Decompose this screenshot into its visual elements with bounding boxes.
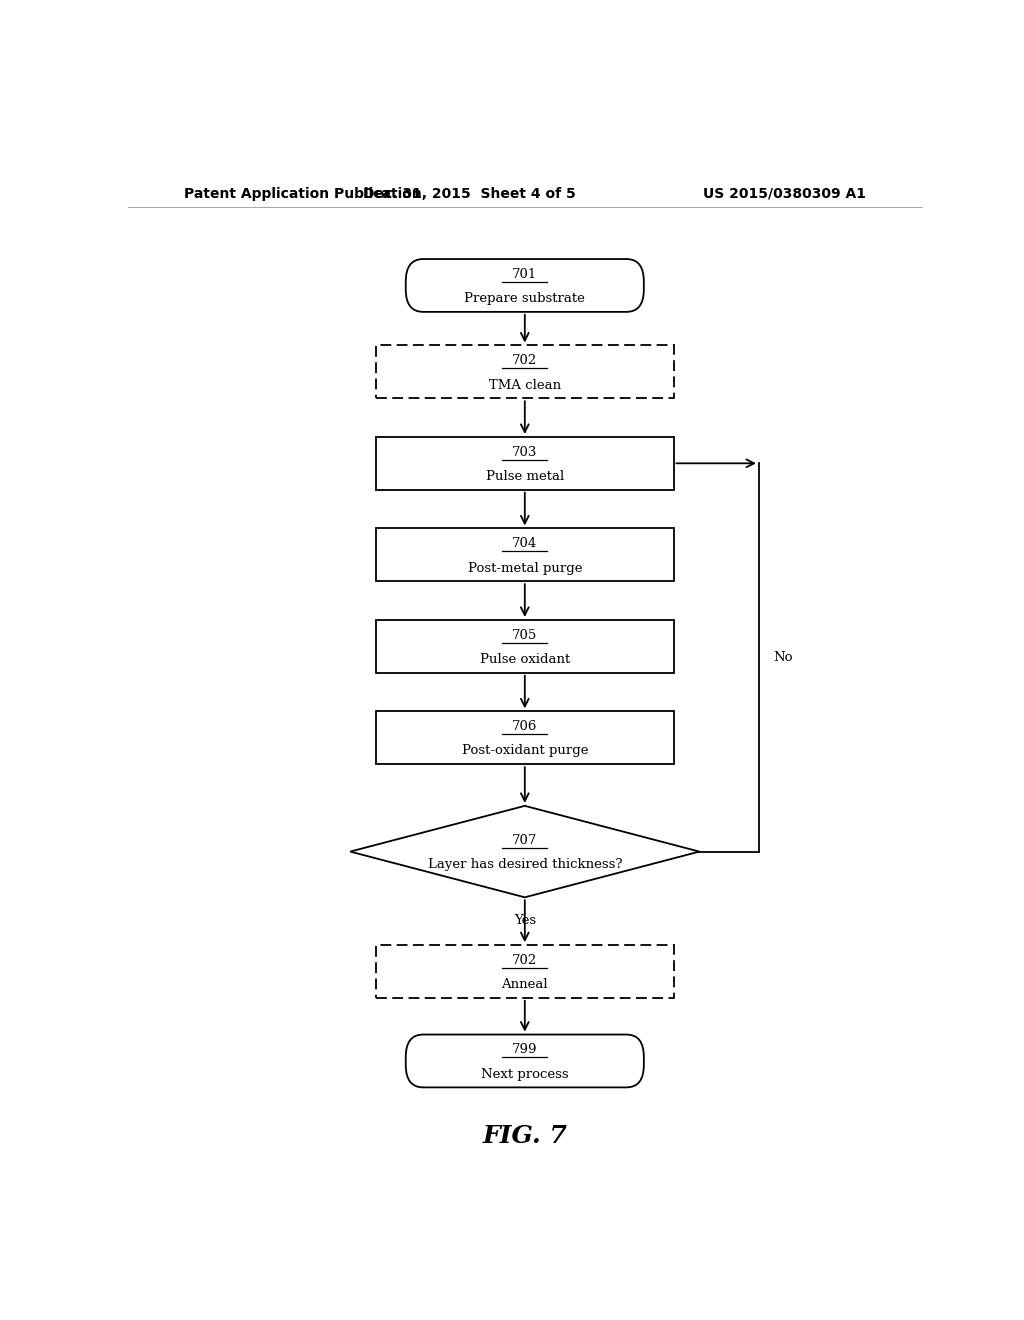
FancyBboxPatch shape: [406, 259, 644, 312]
Text: 705: 705: [512, 628, 538, 642]
Bar: [376, 528, 674, 581]
Text: Layer has desired thickness?: Layer has desired thickness?: [428, 858, 622, 871]
Text: 702: 702: [512, 954, 538, 966]
Bar: [376, 346, 674, 399]
Text: FIG. 7: FIG. 7: [482, 1125, 567, 1148]
Text: 707: 707: [512, 834, 538, 847]
Text: 701: 701: [512, 268, 538, 281]
Text: 703: 703: [512, 446, 538, 458]
Text: 704: 704: [512, 537, 538, 550]
Text: Anneal: Anneal: [502, 978, 548, 991]
Bar: [376, 620, 674, 673]
Text: US 2015/0380309 A1: US 2015/0380309 A1: [703, 187, 866, 201]
Bar: [376, 711, 674, 764]
Text: 799: 799: [512, 1043, 538, 1056]
Bar: [376, 945, 674, 998]
Text: No: No: [773, 651, 793, 664]
FancyBboxPatch shape: [406, 1035, 644, 1088]
Text: Pulse metal: Pulse metal: [485, 470, 564, 483]
Text: Post-metal purge: Post-metal purge: [468, 561, 582, 574]
Text: 702: 702: [512, 354, 538, 367]
Text: Next process: Next process: [481, 1068, 568, 1081]
Text: Yes: Yes: [514, 913, 536, 927]
Text: Prepare substrate: Prepare substrate: [464, 292, 586, 305]
Text: 706: 706: [512, 721, 538, 733]
Text: TMA clean: TMA clean: [488, 379, 561, 392]
Polygon shape: [350, 805, 699, 898]
Text: Patent Application Publication: Patent Application Publication: [183, 187, 421, 201]
Text: Post-oxidant purge: Post-oxidant purge: [462, 744, 588, 758]
Text: Pulse oxidant: Pulse oxidant: [479, 653, 570, 667]
Text: Dec. 31, 2015  Sheet 4 of 5: Dec. 31, 2015 Sheet 4 of 5: [362, 187, 575, 201]
Bar: [376, 437, 674, 490]
